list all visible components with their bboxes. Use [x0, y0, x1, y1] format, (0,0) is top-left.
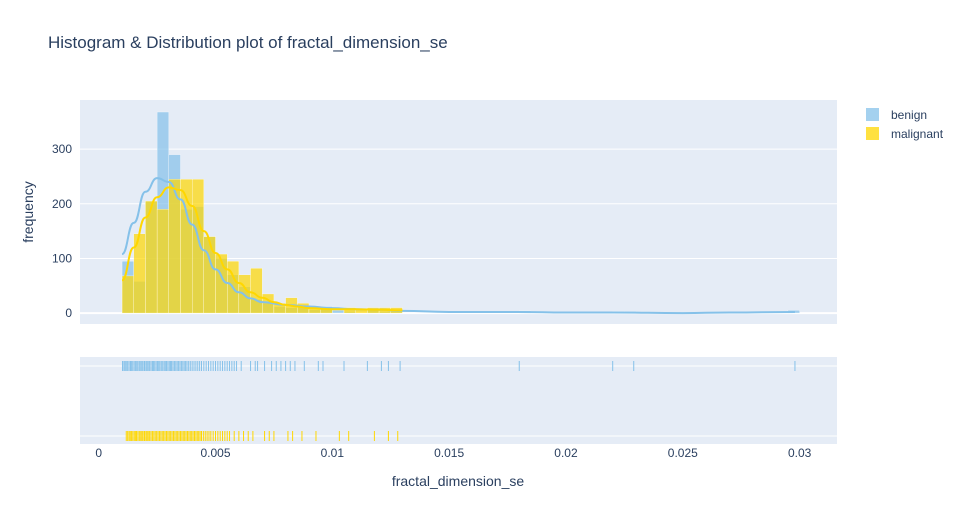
kde-curve-malignant[interactable]	[121, 186, 403, 312]
y-tick-label: 0	[65, 306, 72, 320]
legend-label-benign: benign	[891, 108, 927, 122]
histogram-bar-malignant[interactable]	[121, 275, 134, 314]
x-tick-label: 0	[95, 446, 102, 460]
x-tick-label: 0.025	[668, 446, 698, 460]
kde-curve-benign[interactable]	[121, 177, 795, 315]
rug-plot-area	[80, 357, 837, 444]
histogram-bar-malignant[interactable]	[191, 179, 204, 314]
y-tick-label: 200	[52, 197, 72, 211]
histogram-bar-malignant[interactable]	[156, 209, 169, 314]
x-tick-label: 0.005	[200, 446, 230, 460]
x-tick-label: 0.015	[434, 446, 464, 460]
y-tick-label: 300	[52, 142, 72, 156]
y-tick-label: 100	[52, 251, 72, 265]
x-axis-label: fractal_dimension_se	[392, 473, 525, 489]
x-tick-label: 0.03	[788, 446, 812, 460]
legend[interactable]: benign malignant	[866, 108, 944, 141]
histogram-bar-malignant[interactable]	[250, 268, 263, 314]
chart-title: Histogram & Distribution plot of fractal…	[48, 33, 448, 52]
x-tick-label: 0.02	[554, 446, 578, 460]
y-axis-label: frequency	[20, 181, 36, 242]
legend-swatch-benign	[866, 108, 879, 121]
x-tick-label: 0.01	[321, 446, 345, 460]
legend-item-malignant[interactable]: malignant	[866, 127, 944, 141]
histogram-bar-benign[interactable]	[332, 310, 345, 314]
legend-label-malignant: malignant	[891, 127, 944, 141]
legend-item-benign[interactable]: benign	[866, 108, 927, 122]
legend-swatch-malignant	[866, 127, 879, 140]
histogram-bar-malignant[interactable]	[203, 236, 216, 314]
